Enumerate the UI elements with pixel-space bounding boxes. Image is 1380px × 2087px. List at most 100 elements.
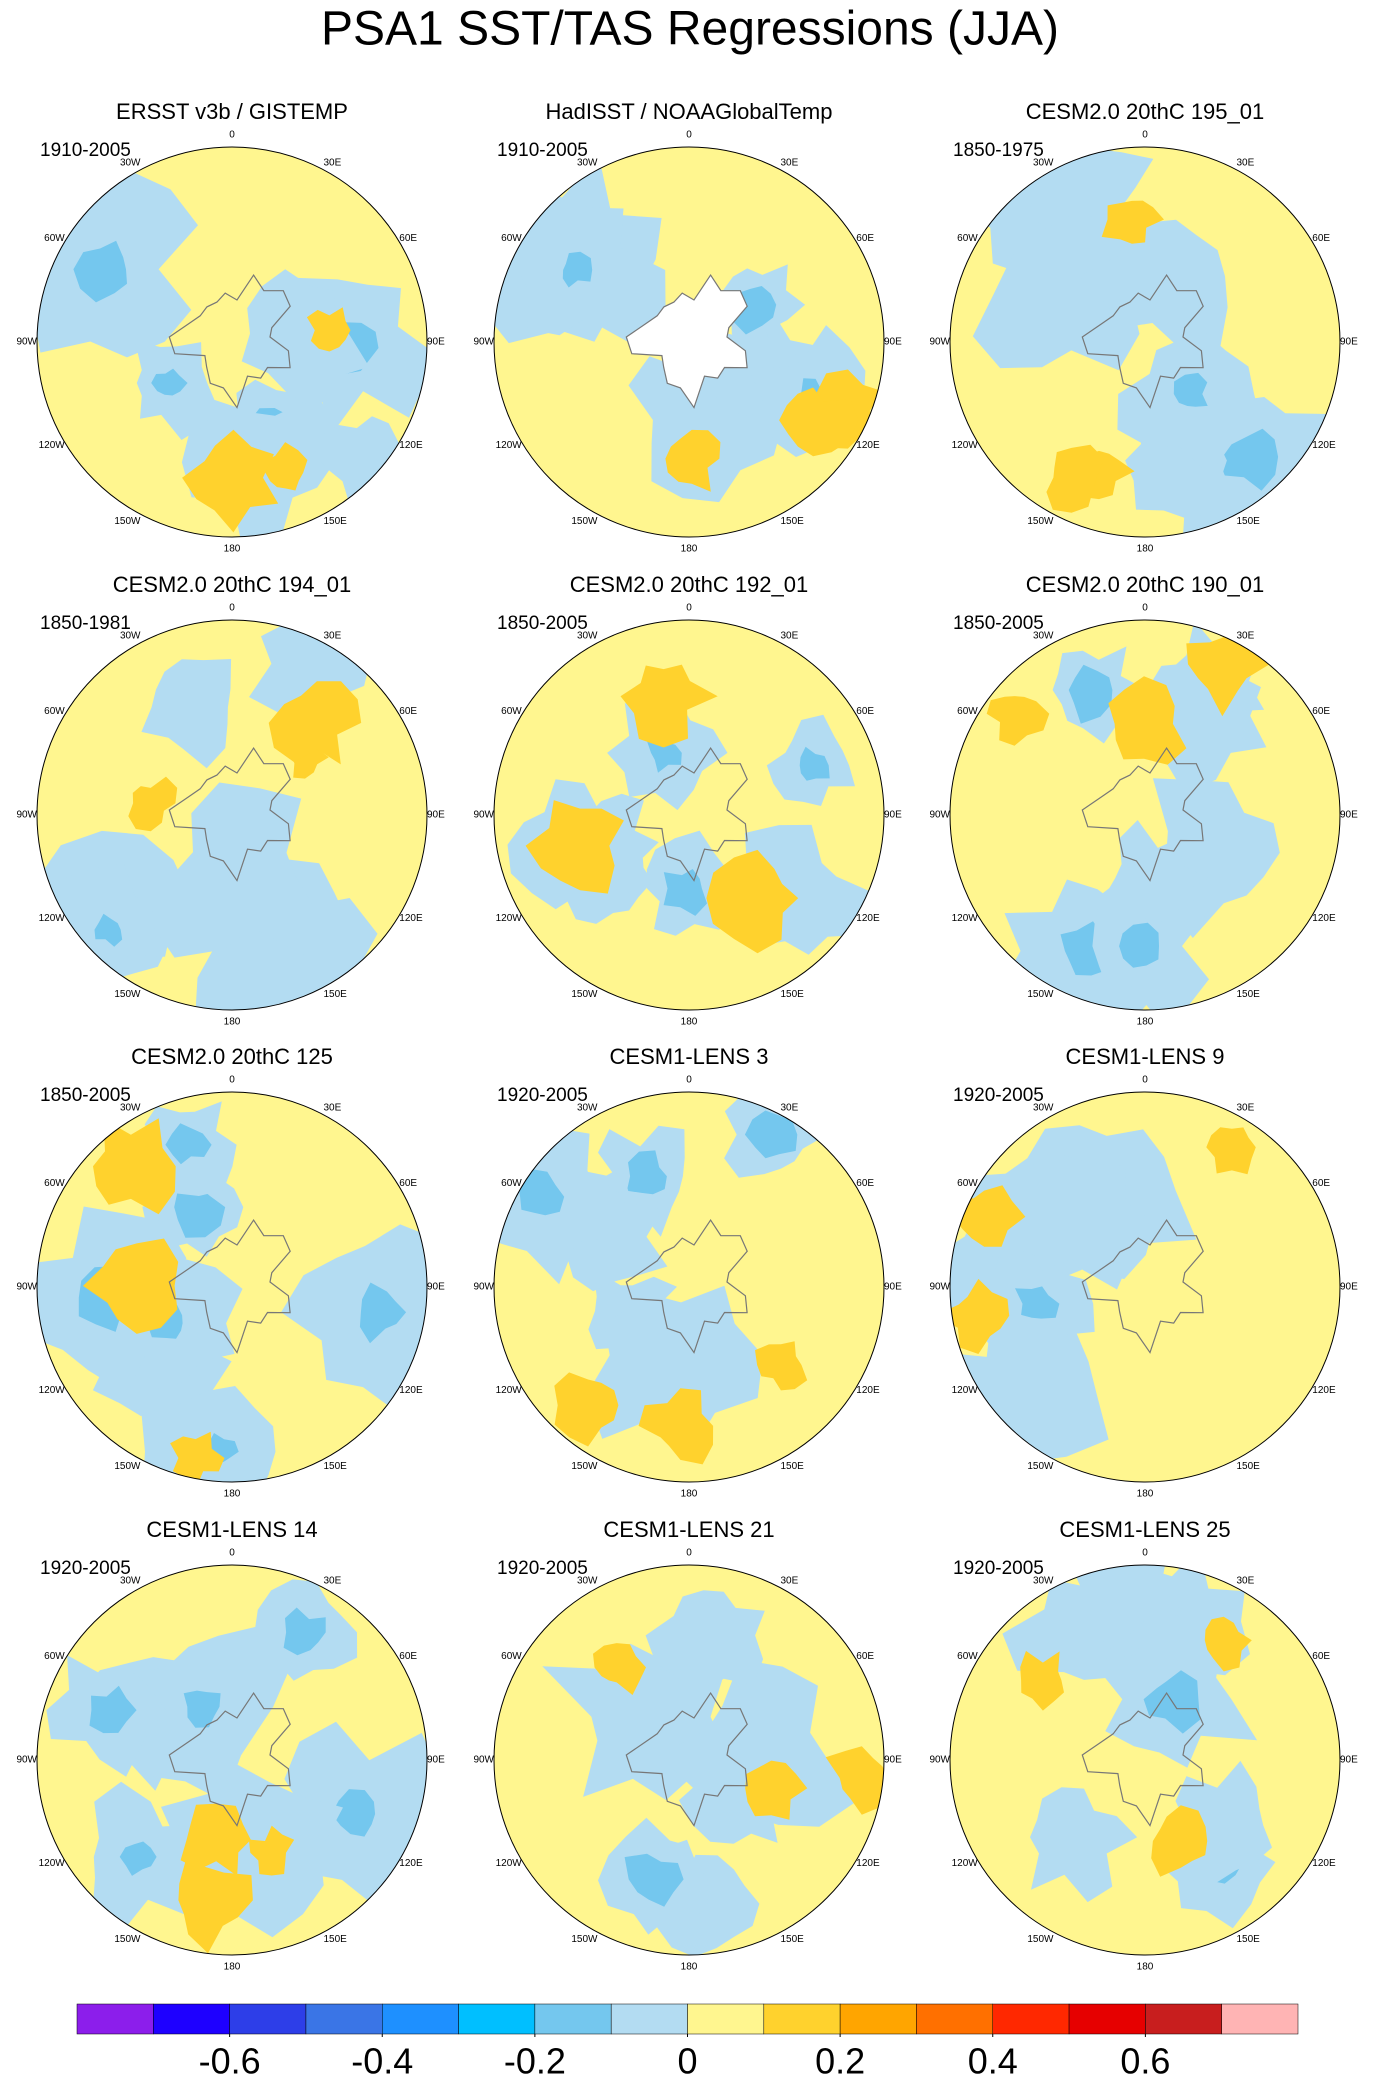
longitude-label: 90E	[884, 337, 902, 348]
longitude-label: 120E	[399, 1858, 423, 1869]
colorbar-label: 0.4	[968, 2041, 1018, 2082]
field-region	[182, 429, 279, 533]
map-panel: CESM2.0 20thC 194_01 1850-1981 0 30E 60E 90E 1…	[16, 572, 445, 1028]
map-panel: CESM1-LENS 9 1920-2005 0 30E 60E 90E 120E 150E 1…	[929, 1044, 1358, 1500]
longitude-label: 150E	[324, 1934, 348, 1945]
longitude-label: 180	[1137, 1962, 1154, 1973]
longitude-label: 0	[686, 1075, 692, 1086]
longitude-label: 90W	[16, 337, 37, 348]
field-region	[706, 849, 799, 954]
field-region	[1101, 820, 1210, 922]
field-region	[1101, 200, 1164, 244]
field-region	[1017, 1155, 1155, 1280]
field-region	[128, 776, 178, 832]
field-region	[825, 1746, 884, 1815]
field-region	[645, 1590, 765, 1697]
colorbar-label: -0.2	[504, 2041, 566, 2082]
longitude-label: 90E	[884, 810, 902, 821]
longitude-label: 180	[224, 1962, 241, 1973]
field-region	[1020, 1650, 1064, 1711]
longitude-label: 30E	[781, 1575, 799, 1586]
longitude-label: 120E	[856, 1858, 880, 1869]
colorbar-box	[687, 2003, 765, 2035]
field-region	[1015, 1286, 1060, 1319]
field-region	[779, 387, 859, 457]
longitude-label: 150E	[324, 516, 348, 527]
field-region	[586, 1285, 763, 1453]
field-region	[180, 1803, 251, 1876]
longitude-label: 150E	[781, 516, 805, 527]
panel-period: 1920-2005	[953, 1558, 1044, 1579]
field-region	[194, 898, 378, 1010]
longitude-label: 90E	[884, 1282, 902, 1293]
panel-period: 1910-2005	[497, 140, 588, 161]
colorbar-box	[992, 2003, 1070, 2035]
colorbar-label: 0.6	[1120, 2041, 1170, 2082]
panel-period: 1920-2005	[497, 1558, 588, 1579]
field-region	[94, 913, 123, 947]
map-field	[37, 147, 427, 537]
longitude-label: 120W	[39, 1385, 66, 1396]
longitude-label: 60W	[957, 1651, 978, 1662]
longitude-label: 180	[681, 544, 698, 555]
map-field	[494, 1565, 884, 1955]
figure-title: PSA1 SST/TAS Regressions (JJA)	[321, 3, 1059, 56]
longitude-label: 90E	[427, 1282, 445, 1293]
longitude-label: 30E	[1237, 1102, 1255, 1113]
field-region	[165, 1123, 212, 1165]
longitude-label: 180	[681, 1017, 698, 1028]
longitude-label: 90W	[473, 337, 494, 348]
field-region	[986, 696, 1050, 746]
map-border	[949, 619, 1341, 1011]
antarctica	[1081, 1219, 1204, 1354]
longitude-label: 150W	[571, 1934, 598, 1945]
longitude-label: 30E	[781, 630, 799, 641]
map-border	[493, 146, 885, 538]
longitude-label: 120W	[39, 1858, 66, 1869]
longitude-label: 120E	[856, 913, 880, 924]
map-panel: ERSST v3b / GISTEMP 1910-2005 0 30E 60E 90E 12…	[16, 99, 445, 555]
field-region	[93, 1118, 176, 1215]
field-region	[1068, 664, 1113, 724]
longitude-label: 60W	[957, 233, 978, 244]
longitude-label: 60W	[44, 233, 65, 244]
field-region	[89, 1685, 137, 1734]
longitude-label: 180	[224, 1489, 241, 1500]
longitude-label: 30E	[781, 1102, 799, 1113]
longitude-label: 180	[224, 544, 241, 555]
longitude-label: 60E	[1312, 1651, 1330, 1662]
longitude-label: 150W	[1027, 989, 1054, 1000]
map-field	[950, 1092, 1340, 1482]
field-region	[593, 1643, 646, 1695]
map-field	[494, 147, 884, 537]
longitude-label: 0	[229, 130, 235, 141]
longitude-label: 60W	[957, 1178, 978, 1189]
longitude-label: 120W	[952, 440, 979, 451]
longitude-label: 60W	[501, 233, 522, 244]
field-region	[283, 1607, 326, 1656]
longitude-label: 150E	[781, 1461, 805, 1472]
field-region	[141, 659, 232, 769]
map-border	[36, 1564, 428, 1956]
longitude-label: 150W	[114, 1934, 141, 1945]
field-region	[1065, 1565, 1186, 1649]
panel-title: HadISST / NOAAGlobalTemp	[546, 99, 833, 124]
panel-period: 1850-2005	[953, 613, 1044, 634]
longitude-label: 30E	[1237, 157, 1255, 168]
field-region	[359, 1282, 407, 1344]
field-region	[620, 664, 718, 748]
field-region	[950, 1278, 1010, 1354]
longitude-label: 120E	[1312, 913, 1336, 924]
map-field	[37, 1565, 427, 1955]
longitude-label: 180	[681, 1489, 698, 1500]
longitude-label: 0	[1142, 130, 1148, 141]
field-region	[517, 1168, 565, 1216]
longitude-label: 0	[686, 1548, 692, 1559]
longitude-label: 120E	[399, 1385, 423, 1396]
field-region	[268, 681, 362, 765]
longitude-label: 60E	[856, 1178, 874, 1189]
longitude-label: 150W	[1027, 1461, 1054, 1472]
map-panel: CESM2.0 20thC 195_01 1850-1975 0 30E 60E 90E 1…	[929, 99, 1358, 555]
field-region	[73, 240, 127, 303]
longitude-label: 150E	[324, 1461, 348, 1472]
